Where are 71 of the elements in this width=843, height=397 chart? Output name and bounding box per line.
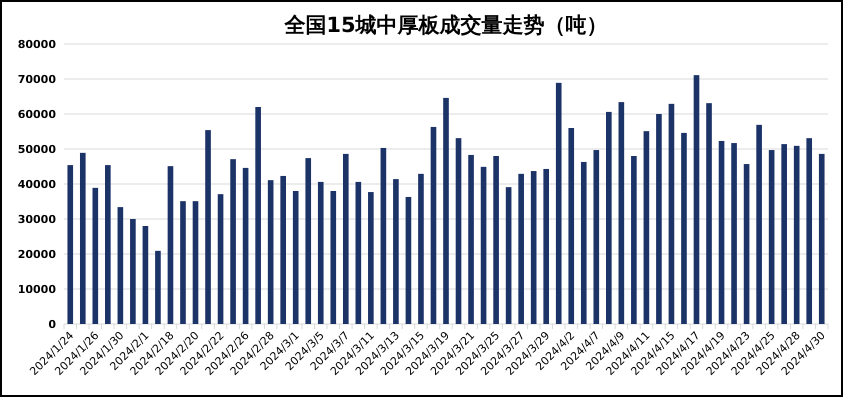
bar <box>393 179 399 324</box>
bar <box>280 176 286 324</box>
bar <box>443 98 449 324</box>
bar <box>205 130 211 324</box>
bar <box>180 201 186 324</box>
bar <box>518 174 524 324</box>
bar <box>80 152 86 324</box>
bar <box>781 144 787 324</box>
y-tick-label: 40000 <box>18 178 56 191</box>
bar <box>606 112 612 324</box>
bar <box>242 168 248 324</box>
y-tick-label: 70000 <box>18 73 56 86</box>
bar <box>756 124 762 324</box>
bar <box>155 250 161 324</box>
bar <box>706 103 712 324</box>
bar <box>255 107 261 324</box>
bar <box>794 146 800 324</box>
bar <box>268 180 274 324</box>
bar <box>681 132 687 324</box>
bar <box>92 188 98 324</box>
y-tick-label: 50000 <box>18 143 56 156</box>
bar <box>530 171 536 324</box>
bar <box>292 191 299 324</box>
bar <box>230 159 236 324</box>
bar <box>618 102 624 324</box>
bar <box>67 165 74 324</box>
bar <box>130 219 136 324</box>
bar <box>718 140 724 324</box>
bar <box>368 192 374 324</box>
bar <box>330 191 336 324</box>
y-tick-label: 0 <box>48 318 56 331</box>
bar <box>318 182 324 324</box>
y-tick-label: 80000 <box>18 38 56 51</box>
y-tick-label: 60000 <box>18 108 56 121</box>
bar <box>806 138 812 324</box>
bar <box>192 201 198 324</box>
bar <box>468 154 474 324</box>
bar <box>543 168 550 324</box>
bar <box>744 164 750 324</box>
bar <box>493 156 499 324</box>
bar <box>593 150 600 324</box>
bar <box>580 162 587 324</box>
y-tick-label: 10000 <box>18 283 56 296</box>
bar <box>105 165 111 324</box>
bar <box>506 187 512 324</box>
bar <box>305 158 312 324</box>
bar <box>731 143 737 324</box>
bar <box>631 156 637 324</box>
bar <box>668 104 674 324</box>
bar <box>430 126 436 324</box>
bar <box>418 174 424 324</box>
bar <box>644 131 650 324</box>
bar <box>168 166 174 324</box>
bar <box>456 138 462 324</box>
bar <box>556 82 562 324</box>
bar <box>768 150 774 324</box>
bar <box>342 154 349 324</box>
bar <box>406 196 412 324</box>
bar <box>480 166 486 324</box>
bar <box>356 182 362 324</box>
chart-title: 全国15城中厚板成交量走势（吨） <box>283 13 608 37</box>
bar <box>568 128 574 324</box>
bar <box>380 148 386 324</box>
y-tick-label: 30000 <box>18 213 56 226</box>
bar <box>218 194 224 324</box>
bar <box>656 114 662 324</box>
y-tick-label: 20000 <box>18 248 56 261</box>
bar <box>694 75 700 324</box>
bar <box>118 207 124 324</box>
bar <box>818 154 825 324</box>
bar <box>142 226 148 324</box>
